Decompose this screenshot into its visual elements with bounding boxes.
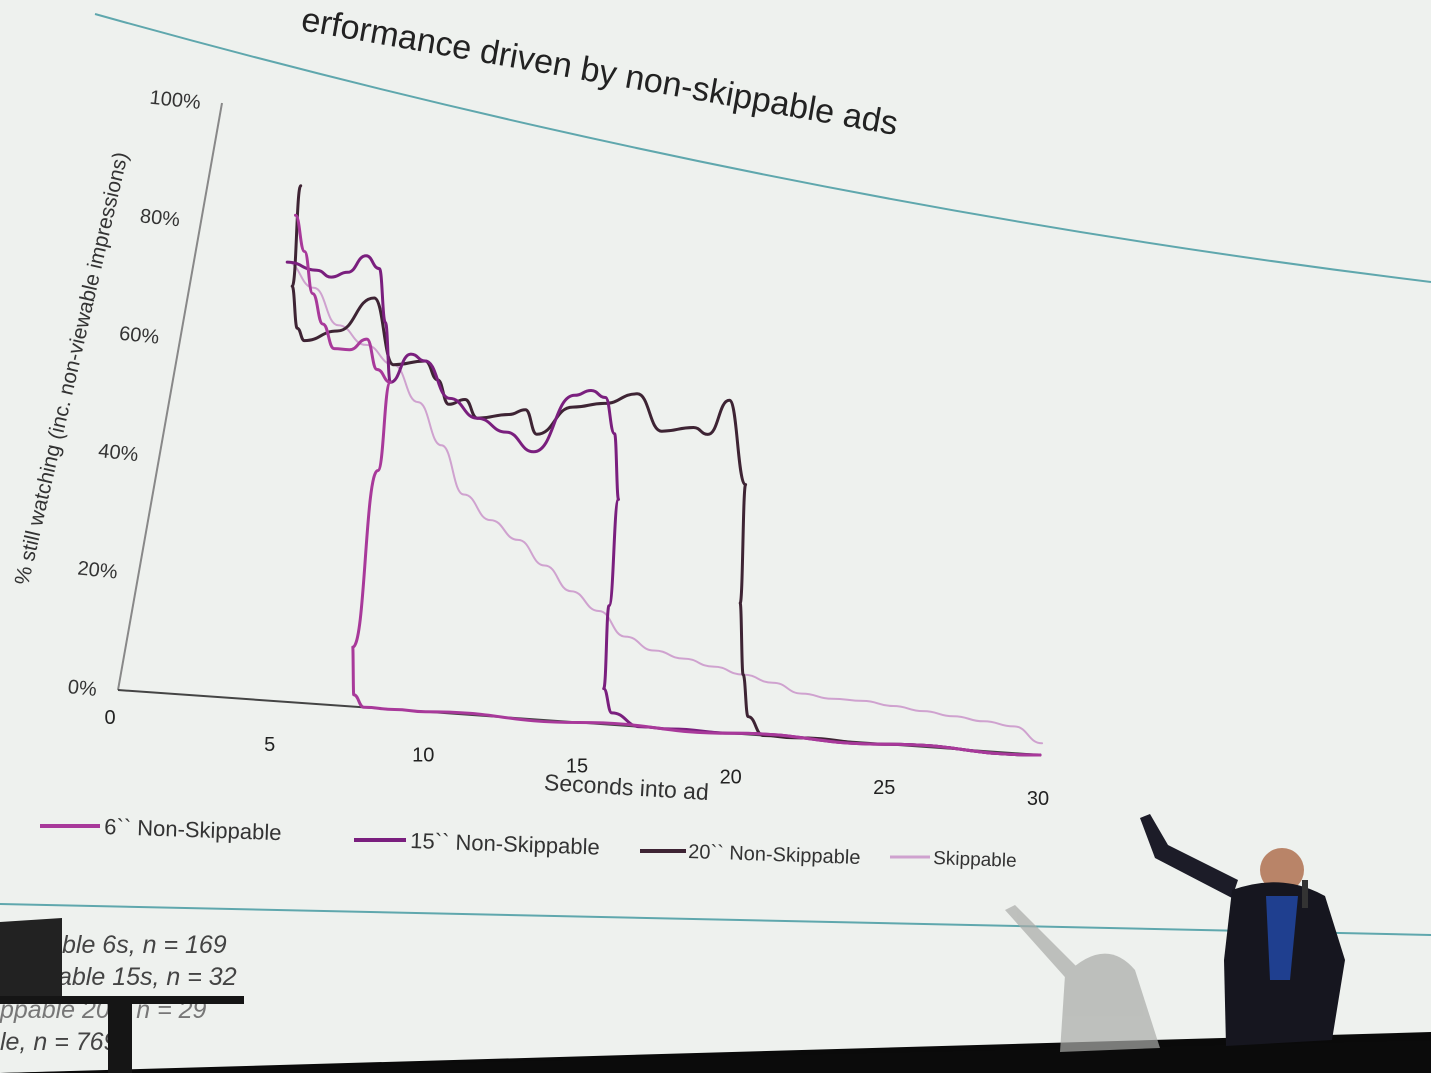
footer-rule-line [0,903,1431,936]
y-tick-labels: 0% 20% 40% 60% 80% 100% [67,87,202,701]
x-tick-label: 30 [1027,788,1049,810]
presenter-shadow [1005,905,1160,1052]
legend-label-6s: 6`` Non-Skippable [104,814,282,845]
laptop-screen [0,918,62,1004]
y-tick-label: 20% [76,558,118,584]
y-tick-label: 0% [67,676,98,701]
y-tick-label: 80% [139,205,181,231]
x-tick-label: 20 [720,766,742,788]
presenter-head [1260,848,1304,892]
series-line-20-non-skippable [290,184,1042,757]
series-line-6-non-skippable [294,213,1042,757]
y-tick-label: 40% [97,440,139,466]
series-layer [285,184,1044,757]
x-tick-labels: 0 5 10 15 20 25 30 [104,707,1049,810]
presenter-microphone [1302,880,1308,908]
x-tick-label: 15 [566,756,588,778]
lectern-silhouette [0,918,244,1073]
legend-label-skippable: Skippable [933,848,1017,872]
lectern-post [108,1004,132,1073]
lectern-top [0,996,244,1004]
chart-legend: 6`` Non-Skippable 15`` Non-Skippable 20`… [40,814,1017,872]
header-rule-line [94,13,1431,283]
y-tick-label: 100% [149,87,202,114]
x-tick-label: 10 [412,745,434,767]
presenter-shirt [1266,896,1298,980]
presenter-raised-arm [1140,814,1238,898]
presenter [1140,814,1345,1046]
series-line-skippable [286,261,1044,745]
footnote-line: ble 6s, n = 169 [62,931,227,959]
y-axis [117,102,223,691]
shadow-arm [1005,905,1085,985]
y-tick-label: 60% [118,323,160,349]
x-tick-label: 0 [104,707,115,729]
shadow-body [1060,953,1160,1052]
footnote-line: able 15s, n = 32 [58,963,237,991]
x-tick-label: 5 [264,734,275,756]
x-tick-label: 25 [873,777,895,799]
footnote-line: le, n = 769 [0,1028,118,1056]
